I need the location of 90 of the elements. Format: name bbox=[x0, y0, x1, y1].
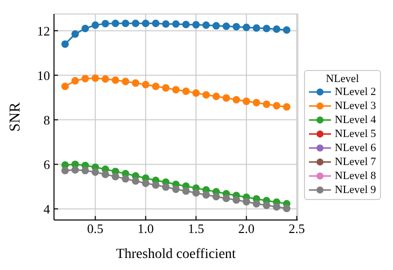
point bbox=[81, 166, 89, 174]
point bbox=[242, 198, 250, 206]
legend-label: NLevel 7 bbox=[334, 155, 376, 169]
point bbox=[222, 194, 230, 202]
legend-label: NLevel 3 bbox=[334, 99, 376, 113]
point bbox=[61, 166, 69, 174]
legend-label: NLevel 2 bbox=[334, 85, 376, 99]
y-tick-label: 10 bbox=[37, 68, 50, 83]
point bbox=[162, 84, 170, 92]
point bbox=[172, 186, 180, 194]
point bbox=[92, 74, 100, 82]
point bbox=[71, 30, 79, 38]
point bbox=[81, 74, 89, 82]
point bbox=[182, 187, 190, 195]
point bbox=[222, 22, 230, 30]
y-tick-label: 6 bbox=[44, 156, 50, 172]
point bbox=[81, 24, 89, 32]
point bbox=[232, 22, 240, 30]
point bbox=[262, 202, 270, 210]
point bbox=[242, 98, 250, 106]
point bbox=[272, 25, 280, 33]
point bbox=[92, 21, 100, 29]
point bbox=[222, 94, 230, 102]
point bbox=[192, 189, 200, 197]
point bbox=[122, 78, 130, 86]
point bbox=[232, 196, 240, 204]
point bbox=[172, 20, 180, 28]
point bbox=[262, 24, 270, 32]
point bbox=[142, 20, 150, 28]
point bbox=[142, 80, 150, 88]
y-tick-label: 4 bbox=[44, 201, 50, 216]
y-axis-title: SNR bbox=[7, 102, 24, 132]
point bbox=[282, 204, 290, 212]
point bbox=[192, 20, 200, 28]
point bbox=[92, 168, 100, 176]
x-axis-title: Threshold coefficient bbox=[116, 247, 236, 262]
x-tick-label: 0.5 bbox=[87, 221, 104, 236]
point bbox=[102, 20, 110, 28]
point bbox=[71, 77, 79, 85]
legend-title: NLevel bbox=[324, 73, 360, 85]
point bbox=[162, 183, 170, 191]
point bbox=[162, 20, 170, 28]
point bbox=[272, 203, 280, 211]
point bbox=[282, 103, 290, 111]
point bbox=[71, 166, 79, 174]
point bbox=[112, 76, 120, 84]
point bbox=[202, 91, 210, 99]
point bbox=[282, 26, 290, 34]
point bbox=[182, 88, 190, 96]
point bbox=[272, 102, 280, 110]
point bbox=[262, 100, 270, 108]
y-tick-label: 12 bbox=[37, 23, 50, 38]
point bbox=[102, 75, 110, 83]
point bbox=[252, 24, 260, 32]
legend-label: NLevel 6 bbox=[334, 141, 376, 155]
point bbox=[212, 92, 220, 100]
point bbox=[152, 181, 160, 189]
point bbox=[132, 20, 140, 28]
point bbox=[182, 20, 190, 28]
x-tick-label: 1.0 bbox=[138, 221, 154, 236]
x-tick-label: 2.5 bbox=[288, 221, 305, 236]
point bbox=[232, 96, 240, 104]
point bbox=[122, 20, 130, 28]
point bbox=[242, 24, 250, 32]
x-tick-label: 1.5 bbox=[188, 221, 204, 236]
point bbox=[61, 40, 69, 48]
x-tick-label: 2.0 bbox=[238, 221, 255, 236]
point bbox=[112, 20, 120, 28]
point bbox=[152, 20, 160, 28]
point bbox=[252, 98, 260, 106]
point bbox=[192, 89, 200, 97]
point bbox=[102, 170, 110, 178]
legend-label: NLevel 5 bbox=[334, 127, 376, 141]
y-tick-label: 8 bbox=[44, 112, 50, 128]
point bbox=[142, 180, 150, 188]
point bbox=[212, 192, 220, 200]
point bbox=[61, 82, 69, 90]
point bbox=[252, 200, 260, 208]
point bbox=[202, 21, 210, 29]
point bbox=[122, 175, 130, 183]
legend-label: NLevel 4 bbox=[334, 113, 376, 127]
legend-label: NLevel 9 bbox=[334, 183, 376, 197]
point bbox=[212, 22, 220, 30]
legend-label: NLevel 8 bbox=[334, 169, 376, 183]
point bbox=[172, 86, 180, 94]
point bbox=[132, 79, 140, 87]
point bbox=[152, 82, 160, 90]
point bbox=[202, 191, 210, 199]
point bbox=[132, 177, 140, 185]
point bbox=[112, 172, 120, 180]
